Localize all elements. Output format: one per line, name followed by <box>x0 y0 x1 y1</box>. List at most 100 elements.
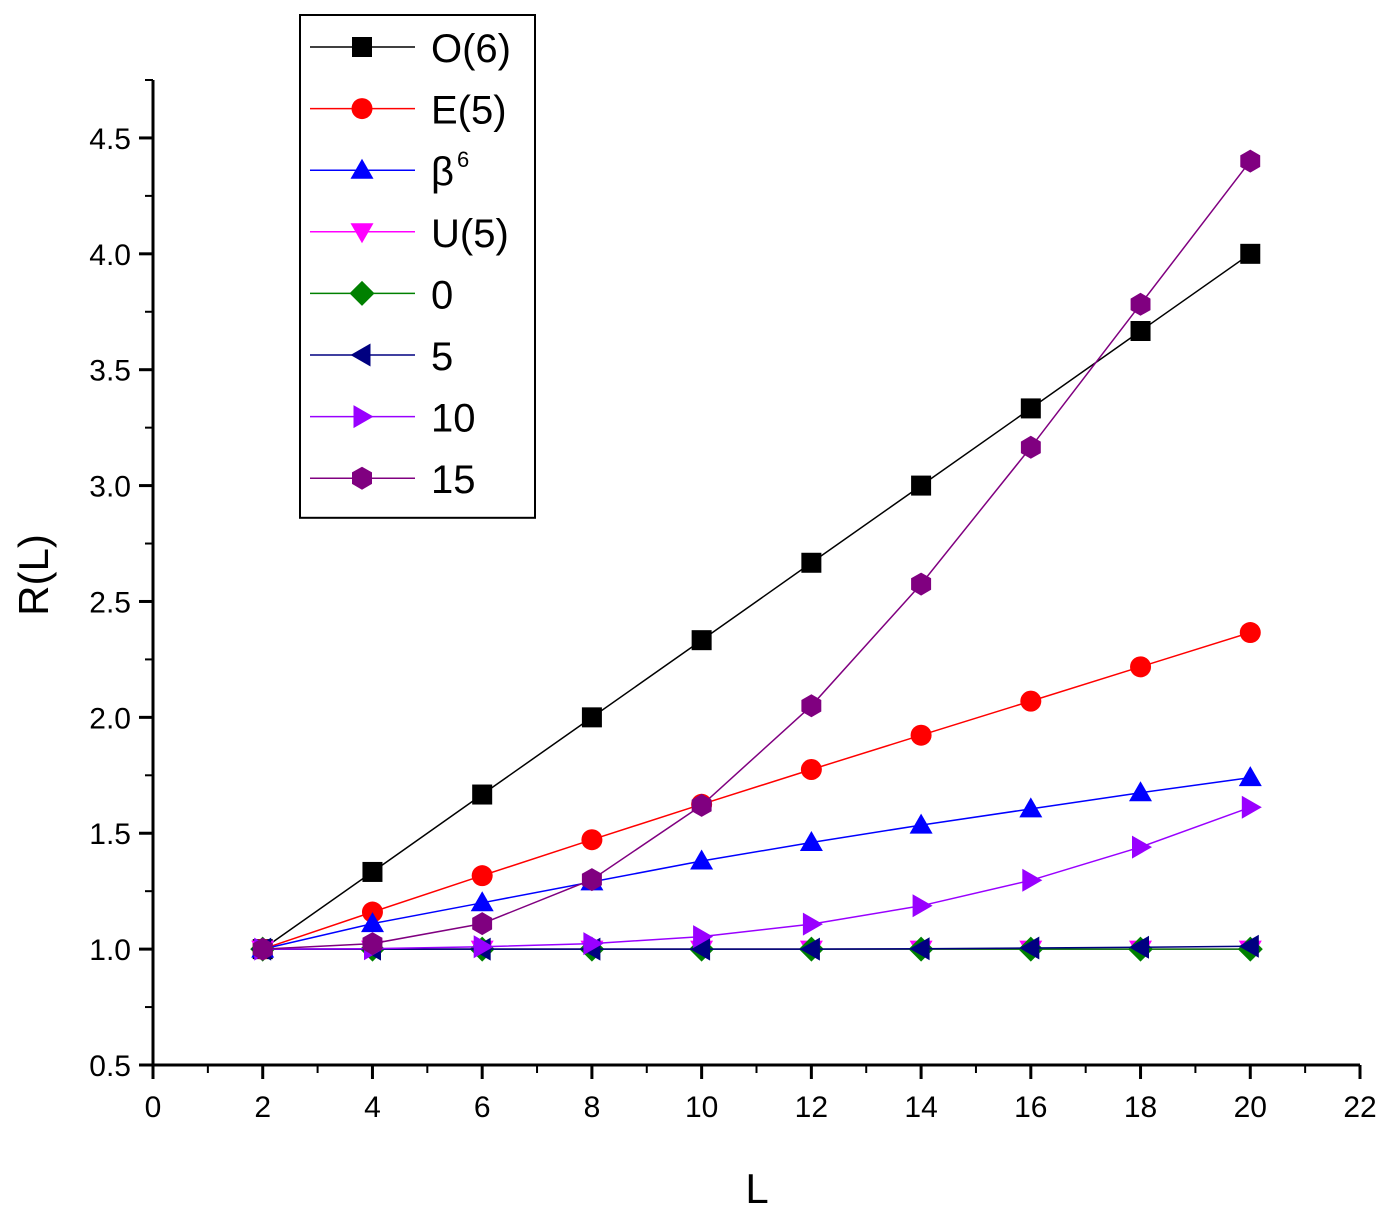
legend-marker <box>350 158 374 179</box>
legend-item: 5 <box>310 335 453 379</box>
data-point <box>1129 935 1149 959</box>
data-point <box>471 865 493 887</box>
series-group <box>250 149 1263 962</box>
y-axis-title: R(L) <box>10 534 57 616</box>
series-1 <box>252 622 1261 960</box>
legend-marker <box>349 280 375 306</box>
y-tick-label: 3.5 <box>89 355 131 388</box>
legend-label: E(5) <box>431 89 507 133</box>
data-point <box>361 901 383 923</box>
x-tick-label: 16 <box>1014 1091 1047 1124</box>
data-point <box>690 849 714 870</box>
data-point <box>252 937 273 961</box>
y-tick-label: 1.5 <box>89 818 131 851</box>
data-point <box>801 694 822 718</box>
data-point <box>1019 936 1040 960</box>
legend-item: U(5) <box>310 212 509 256</box>
data-point <box>691 793 712 817</box>
data-point <box>362 932 383 956</box>
series-line <box>262 945 1251 950</box>
legend-marker <box>352 37 372 57</box>
data-point <box>1132 835 1152 859</box>
series-line <box>262 806 1251 950</box>
data-point <box>1020 435 1041 459</box>
legend-label: O(6) <box>431 27 511 71</box>
series-3 <box>251 940 1262 961</box>
x-tick-label: 0 <box>145 1091 162 1124</box>
legend-item: O(6) <box>310 27 511 71</box>
x-tick-label: 20 <box>1234 1091 1267 1124</box>
series-line <box>262 253 1251 950</box>
data-point <box>581 868 602 892</box>
data-point <box>799 831 823 851</box>
legend-label: 15 <box>431 458 476 502</box>
data-point <box>1020 398 1041 419</box>
x-tick-label: 12 <box>795 1091 828 1124</box>
data-point <box>691 630 712 651</box>
y-tick-label: 4.5 <box>89 123 131 156</box>
legend-label: 5 <box>431 335 453 379</box>
data-point <box>911 572 932 596</box>
legend-label: 10 <box>431 397 476 441</box>
data-point <box>1239 622 1261 644</box>
data-point <box>1240 243 1261 264</box>
data-point <box>472 784 493 805</box>
x-tick-label: 4 <box>364 1091 381 1124</box>
data-point <box>799 937 820 961</box>
data-point <box>801 552 822 573</box>
data-point <box>909 813 933 834</box>
data-point <box>362 861 383 882</box>
legend-marker <box>352 466 372 490</box>
legend-item: E(5) <box>310 89 507 133</box>
series-line <box>262 160 1251 950</box>
data-point <box>1241 795 1262 819</box>
data-point <box>583 932 604 956</box>
legend-marker <box>351 98 373 120</box>
legend-marker <box>350 343 371 367</box>
data-point <box>690 937 711 961</box>
data-point <box>581 707 602 728</box>
data-point <box>1130 321 1151 342</box>
series-7 <box>252 149 1261 961</box>
legend-label: U(5) <box>431 212 509 256</box>
x-axis-title: L <box>745 1165 768 1212</box>
series-line <box>262 631 1251 950</box>
x-tick-label: 10 <box>685 1091 718 1124</box>
legend-marker <box>353 405 374 429</box>
legend-marker <box>350 223 374 244</box>
data-point <box>1129 781 1152 802</box>
series-line <box>262 776 1251 950</box>
data-point <box>693 925 714 949</box>
legend-label-superscript: 6 <box>457 147 469 172</box>
axes-group: 0 2 4 6 8 10 12 14 16 18 20 22 0.5 1.0 1.5 2.0 2.5 3.0 3.5… <box>89 79 1377 1124</box>
y-tick-label: 0.5 <box>89 1050 131 1083</box>
x-tick-label: 14 <box>904 1091 937 1124</box>
legend-box <box>299 14 536 519</box>
data-point <box>912 894 933 918</box>
y-tick-label: 2.5 <box>89 586 131 619</box>
data-point <box>800 759 822 780</box>
data-point <box>1020 690 1042 712</box>
data-point <box>581 829 603 851</box>
data-point <box>470 891 494 912</box>
data-point <box>473 935 494 959</box>
data-point <box>909 937 930 961</box>
data-point <box>1130 292 1151 316</box>
data-point <box>1130 656 1152 678</box>
x-tick-label: 8 <box>584 1091 601 1124</box>
data-point <box>802 912 823 936</box>
data-point <box>1238 934 1259 958</box>
y-tick-label: 2.0 <box>89 702 131 735</box>
data-point <box>472 912 493 936</box>
data-point <box>1240 149 1261 173</box>
x-tick-label: 22 <box>1343 1091 1376 1124</box>
x-tick-label: 2 <box>254 1091 271 1124</box>
series-6 <box>254 795 1262 961</box>
data-point <box>1022 868 1043 892</box>
data-point <box>911 475 932 496</box>
data-point <box>910 724 932 746</box>
y-tick-label: 4.0 <box>89 239 131 272</box>
y-tick-label: 1.0 <box>89 934 131 967</box>
